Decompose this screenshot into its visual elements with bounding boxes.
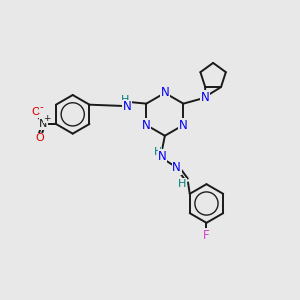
Text: N: N: [172, 161, 181, 174]
Text: F: F: [203, 229, 210, 242]
Text: O: O: [36, 133, 44, 143]
Text: H: H: [121, 95, 130, 105]
Text: N: N: [200, 91, 209, 103]
Text: H: H: [154, 147, 162, 157]
Text: N: N: [158, 150, 167, 163]
Text: N: N: [142, 118, 151, 131]
Text: N: N: [160, 86, 169, 99]
Text: N: N: [179, 118, 188, 131]
Text: O: O: [32, 107, 40, 117]
Text: N: N: [39, 119, 48, 129]
Text: -: -: [40, 102, 43, 112]
Text: +: +: [43, 113, 51, 122]
Text: N: N: [123, 100, 132, 113]
Text: H: H: [178, 179, 186, 189]
